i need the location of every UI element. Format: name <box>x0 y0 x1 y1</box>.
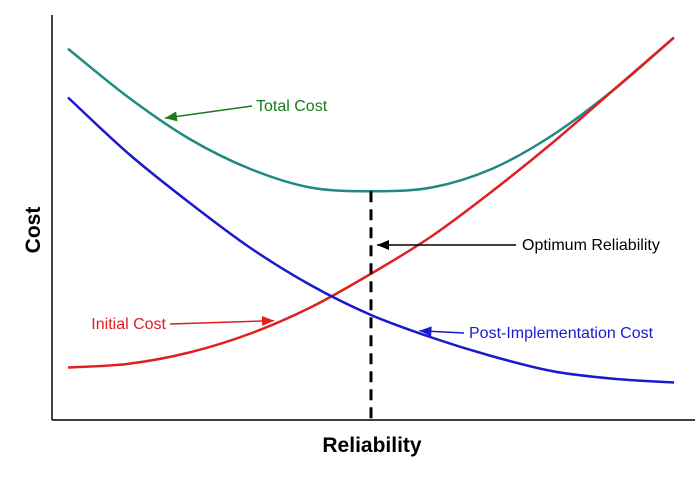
annotation-label-post-implementation-cost: Post-Implementation Cost <box>469 325 654 342</box>
annotation-label-total-cost: Total Cost <box>256 98 328 115</box>
annotation-arrowhead-1 <box>261 316 275 327</box>
annotation-arrow-line-0 <box>164 105 253 119</box>
series-line-initial-cost <box>67 36 675 369</box>
annotation-label-initial-cost: Initial Cost <box>91 316 166 333</box>
series-line-total-cost <box>67 36 675 193</box>
series-line-post-implementation-cost <box>67 96 675 384</box>
annotation-arrow-line-1 <box>169 319 275 325</box>
annotations: Total Cost Initial Cost Post-Implementatio… <box>91 98 660 342</box>
axes <box>51 15 695 421</box>
annotation-arrowhead-2 <box>419 326 432 337</box>
annotation-arrowhead-0 <box>164 111 178 122</box>
y-axis-label: Cost <box>22 207 45 254</box>
annotation-label-optimum-reliability: Optimum Reliability <box>522 237 660 254</box>
annotation-arrowhead-3 <box>377 240 389 250</box>
x-axis-label: Reliability <box>322 434 422 457</box>
